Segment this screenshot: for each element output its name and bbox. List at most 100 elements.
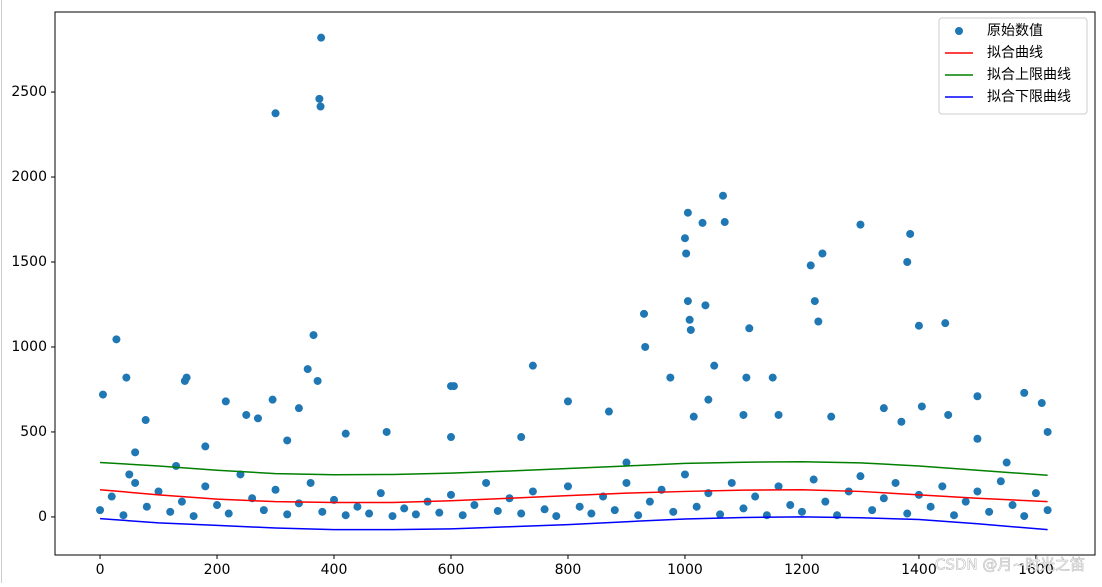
point [906, 229, 915, 238]
point [944, 410, 953, 419]
point [201, 442, 210, 451]
point [449, 382, 458, 391]
point [666, 373, 675, 382]
legend-box [938, 17, 1088, 115]
point [774, 482, 783, 491]
point [1037, 399, 1046, 408]
point [294, 499, 303, 508]
point [685, 315, 694, 324]
point [242, 410, 251, 419]
point [645, 497, 654, 506]
point [727, 478, 736, 487]
point [806, 261, 815, 270]
point [682, 249, 691, 258]
point [376, 489, 385, 498]
point [141, 416, 150, 425]
point [926, 502, 935, 511]
point [166, 507, 175, 516]
point [294, 404, 303, 413]
point [528, 487, 537, 496]
point [768, 373, 777, 382]
point [98, 390, 107, 399]
y-tick-label: 0 [38, 509, 47, 525]
point [213, 501, 222, 510]
point [941, 319, 950, 328]
point [996, 477, 1005, 486]
point [1043, 427, 1052, 436]
point [891, 478, 900, 487]
point [517, 509, 526, 518]
point [903, 509, 912, 518]
point [897, 417, 906, 426]
x-tick-label: 1400 [901, 562, 937, 578]
point [411, 510, 420, 519]
point [797, 507, 806, 516]
point [435, 508, 444, 517]
point [125, 470, 134, 479]
x-tick-label: 600 [438, 562, 465, 578]
point [271, 109, 280, 118]
legend-label: 拟合上限曲线 [987, 67, 1071, 83]
legend-marker [955, 27, 963, 35]
point [482, 478, 491, 487]
point [698, 218, 707, 227]
point [1008, 501, 1017, 510]
point [112, 335, 121, 344]
point [131, 478, 140, 487]
point [973, 434, 982, 443]
point [814, 317, 823, 326]
point [313, 376, 322, 385]
point [903, 258, 912, 267]
point [786, 501, 795, 510]
point [704, 395, 713, 404]
point [739, 504, 748, 513]
point [563, 482, 572, 491]
point [446, 490, 455, 499]
point [604, 407, 613, 416]
point [879, 494, 888, 503]
point [182, 373, 191, 382]
point [458, 511, 467, 520]
point [317, 33, 326, 42]
legend-label: 拟合曲线 [987, 45, 1043, 61]
point [810, 297, 819, 306]
x-tick-label: 1000 [667, 562, 703, 578]
point [201, 482, 210, 491]
y-tick-label: 1500 [11, 254, 47, 270]
point [950, 511, 959, 520]
point [809, 475, 818, 484]
point [353, 502, 362, 511]
point [641, 342, 650, 351]
point [961, 497, 970, 506]
point [762, 511, 771, 520]
point [309, 331, 318, 340]
point [259, 506, 268, 515]
y-tick-label: 1000 [11, 339, 47, 355]
plot-frame [54, 11, 1096, 556]
point [683, 208, 692, 217]
x-tick-label: 0 [96, 562, 105, 578]
point [751, 492, 760, 501]
point [341, 511, 350, 520]
point [177, 497, 186, 506]
y-tick-label: 2500 [11, 84, 47, 100]
y-tick-label: 2000 [11, 169, 47, 185]
point [718, 191, 727, 200]
point [283, 510, 292, 519]
point [827, 412, 836, 421]
point [1020, 512, 1029, 521]
point [306, 478, 315, 487]
point [236, 470, 245, 479]
point [528, 361, 537, 370]
point [400, 504, 409, 513]
fit-line [99, 460, 1048, 477]
point [122, 373, 131, 382]
point [680, 234, 689, 243]
point [131, 448, 140, 457]
legend-label: 原始数值 [987, 23, 1043, 39]
point [622, 458, 631, 467]
x-tick-label: 1600 [1018, 562, 1054, 578]
x-tick-label: 400 [321, 562, 348, 578]
